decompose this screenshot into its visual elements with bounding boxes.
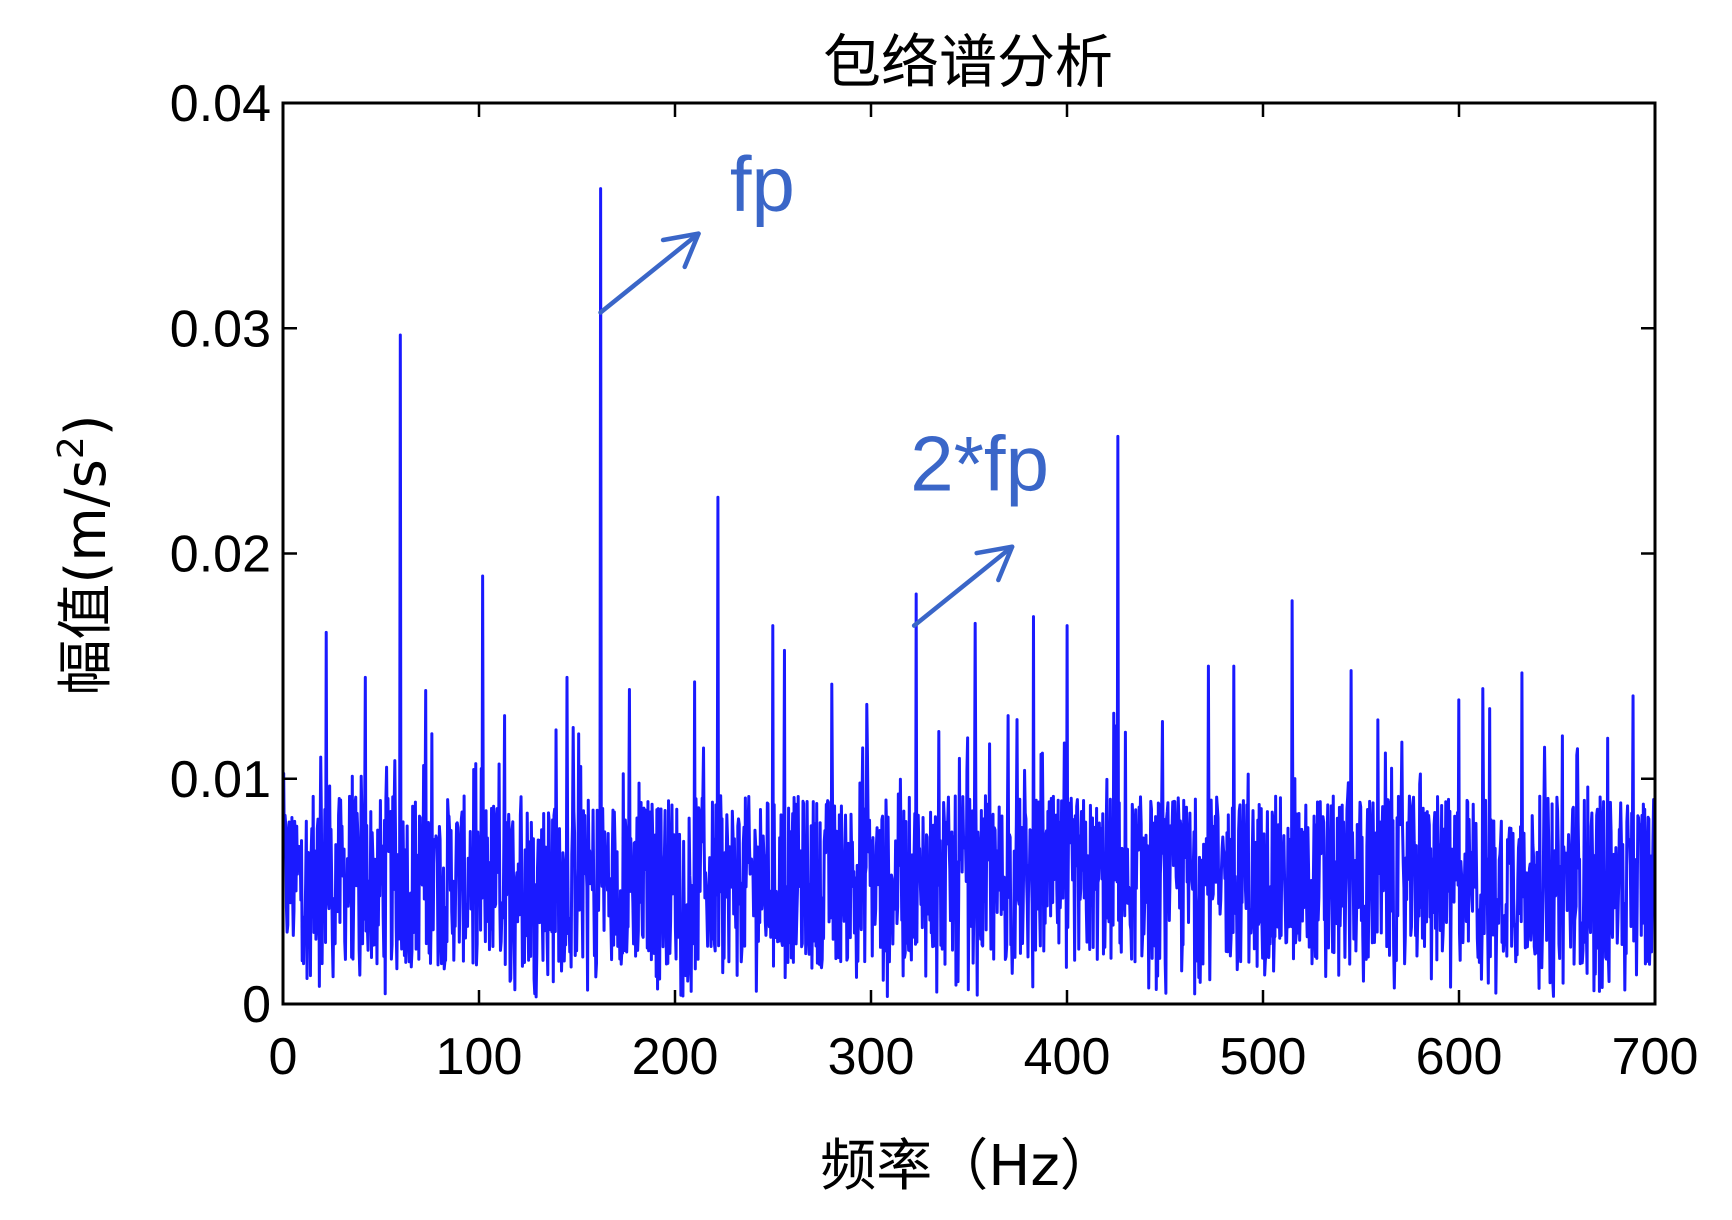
annotation-arrow-shaft <box>598 231 701 315</box>
y-axis-label-sup: 2 <box>51 436 92 459</box>
chart-title: 包络谱分析 <box>823 28 1113 96</box>
y-tick-label: 0 <box>242 976 271 1034</box>
x-axis-label: 频率（Hz） <box>820 1134 1116 1199</box>
y-tick-label: 0.04 <box>170 75 271 133</box>
x-tick-label: 0 <box>269 1028 298 1086</box>
y-axis-label: 幅值(m/s2) <box>51 414 119 695</box>
x-tick-label: 600 <box>1416 1028 1503 1086</box>
y-tick-label: 0.02 <box>170 526 271 584</box>
y-tick-label: 0.01 <box>170 751 271 809</box>
axes: 0 100 200 300 400 500 600 700 0 0.01 0.02 0.03 0.04 <box>170 75 1699 1086</box>
plot-area <box>283 187 1655 999</box>
x-tick-label: 500 <box>1220 1028 1307 1086</box>
annotation-arrow-shaft <box>911 544 1015 628</box>
x-tick-label: 300 <box>828 1028 915 1086</box>
x-tick-label: 100 <box>436 1028 523 1086</box>
annotation-arrow-head <box>974 544 1015 583</box>
annotation-arrow-head <box>660 231 701 270</box>
annotation-label: 2*fp <box>910 419 1049 507</box>
series-line <box>283 187 1655 999</box>
y-axis-label-text: 幅值(m/s <box>54 459 119 695</box>
annotation-label: fp <box>730 140 795 228</box>
y-tick-label: 0.03 <box>170 300 271 358</box>
y-axis-label-close: ) <box>54 414 119 436</box>
x-tick-label: 700 <box>1612 1028 1699 1086</box>
x-tick-label: 200 <box>632 1028 719 1086</box>
x-tick-label: 400 <box>1024 1028 1111 1086</box>
annotations: fp 2*fp <box>598 140 1049 628</box>
